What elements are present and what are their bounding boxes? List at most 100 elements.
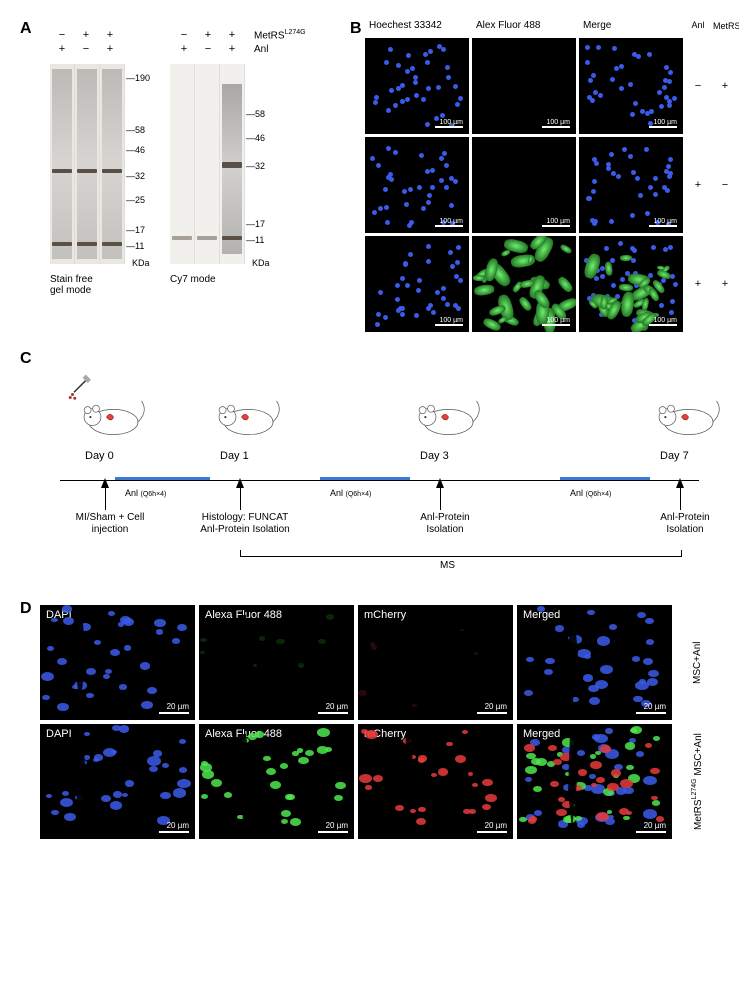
panel-d-label: D	[20, 600, 32, 618]
mw-marker: —58	[126, 126, 145, 135]
micrograph: 100 µm	[579, 38, 683, 134]
mw-marker: —46	[246, 134, 265, 143]
micrograph: 100 µm	[365, 38, 469, 134]
gel-caption-right: Cy7 mode	[170, 274, 245, 285]
micrograph: 100 µm	[365, 236, 469, 332]
micrograph: 100 µm	[579, 137, 683, 233]
treatment-name: MetRSL274G	[254, 29, 306, 41]
gel-header: −	[50, 29, 74, 41]
micrograph: 100 µm	[579, 236, 683, 332]
scale-bar: 20 µm	[477, 821, 507, 833]
day-label: Day 0	[85, 450, 114, 462]
condition-metrs: +	[713, 236, 737, 332]
event-label: MI/Sham + Cell injection	[55, 512, 165, 536]
gel-header: +	[220, 29, 244, 41]
histology-image: Alexa Fluor 48820 µm	[199, 605, 354, 720]
arrow-up-icon	[676, 478, 684, 488]
histology-image: Merged20 µm	[517, 605, 672, 720]
panel-c-label: C	[20, 350, 32, 368]
condition-metrs: −	[713, 137, 737, 233]
histology-image: mCherry20 µm	[358, 724, 513, 839]
gel-header: +	[196, 29, 220, 41]
mouse-icon	[650, 390, 720, 440]
event-label: Anl-Protein Isolation	[630, 512, 739, 536]
scale-bar: 20 µm	[636, 702, 666, 714]
row-condition-label: MetRSL274G MSC+Anl	[676, 724, 719, 839]
kda-label: KDa	[132, 258, 150, 268]
side-header: Anl	[686, 20, 710, 36]
mw-marker: —32	[126, 172, 145, 181]
gel-header: +	[98, 43, 122, 55]
anl-segment	[115, 477, 210, 480]
micrograph: 100 µm	[472, 236, 576, 332]
arrow-up-icon	[236, 478, 244, 488]
mw-marker: —17	[126, 226, 145, 235]
mw-marker: —190	[126, 74, 150, 83]
anl-segment	[560, 477, 650, 480]
anl-label: Anl (Q6h×4)	[125, 488, 166, 498]
col-header: Alex Fluor 488	[472, 20, 576, 36]
mw-marker: —25	[126, 196, 145, 205]
panel-a-label: A	[20, 20, 32, 38]
condition-metrs: +	[713, 38, 737, 134]
mw-marker: —17	[246, 220, 265, 229]
condition-anl: +	[686, 137, 710, 233]
mw-marker: —11	[246, 236, 264, 245]
condition-anl: −	[686, 38, 710, 134]
gel-header: +	[50, 43, 74, 55]
anl-label: Anl (Q6h×4)	[330, 488, 371, 498]
panel-b-label: B	[350, 20, 362, 38]
anl-segment	[320, 477, 410, 480]
mw-marker: —46	[126, 146, 145, 155]
scale-bar: 20 µm	[159, 702, 189, 714]
treatment-name: Anl	[254, 44, 268, 55]
histology-image: Alexa Fluor 48820 µm	[199, 724, 354, 839]
micrograph: 100 µm	[472, 38, 576, 134]
mouse-icon	[410, 390, 480, 440]
mouse-icon	[75, 390, 145, 440]
scale-bar: 20 µm	[636, 821, 666, 833]
scale-bar: 20 µm	[318, 702, 348, 714]
histology-image: Merged 20 µm	[517, 724, 672, 839]
gel-cy7	[170, 64, 245, 264]
channel-label: mCherry	[364, 609, 406, 621]
arrow-up-icon	[436, 478, 444, 488]
gel-header: −	[74, 43, 98, 55]
gel-header: +	[98, 29, 122, 41]
mw-marker: —58	[246, 110, 265, 119]
arrow-up-icon	[101, 478, 109, 488]
event-label: Histology: FUNCAT Anl-Protein Isolation	[190, 512, 300, 536]
day-label: Day 1	[220, 450, 249, 462]
gel-header: +	[172, 43, 196, 55]
micrograph: 100 µm	[472, 137, 576, 233]
gel-stainfree	[50, 64, 125, 264]
col-header: Hoechest 33342	[365, 20, 469, 36]
timeline	[60, 480, 699, 481]
histology-image: DAPI20 µm	[40, 605, 195, 720]
event-label: Anl-Protein Isolation	[390, 512, 500, 536]
anl-label: Anl (Q6h×4)	[570, 488, 611, 498]
row-condition-label: MSC+Anl	[676, 605, 719, 720]
ms-label: MS	[440, 560, 455, 572]
scale-bar: 20 µm	[159, 821, 189, 833]
mw-marker: —32	[246, 162, 265, 171]
col-header: Merge	[579, 20, 683, 36]
channel-label: DAPI	[46, 728, 72, 740]
histology-image: mCherry 20 µm	[358, 605, 513, 720]
ms-bracket	[240, 550, 682, 557]
channel-label: Merged	[523, 728, 560, 740]
gel-header: −	[172, 29, 196, 41]
gel-header: +	[74, 29, 98, 41]
micrograph: 100 µm	[365, 137, 469, 233]
gel-caption-left: Stain free gel mode	[50, 274, 125, 296]
day-label: Day 3	[420, 450, 449, 462]
mw-marker: —11	[126, 242, 144, 251]
scale-bar: 20 µm	[318, 821, 348, 833]
histology-image: DAPI 20 µm	[40, 724, 195, 839]
side-header: MetRSL274G	[713, 20, 737, 36]
kda-label: KDa	[252, 258, 270, 268]
condition-anl: +	[686, 236, 710, 332]
scale-bar: 20 µm	[477, 702, 507, 714]
gel-header: −	[196, 43, 220, 55]
day-label: Day 7	[660, 450, 689, 462]
